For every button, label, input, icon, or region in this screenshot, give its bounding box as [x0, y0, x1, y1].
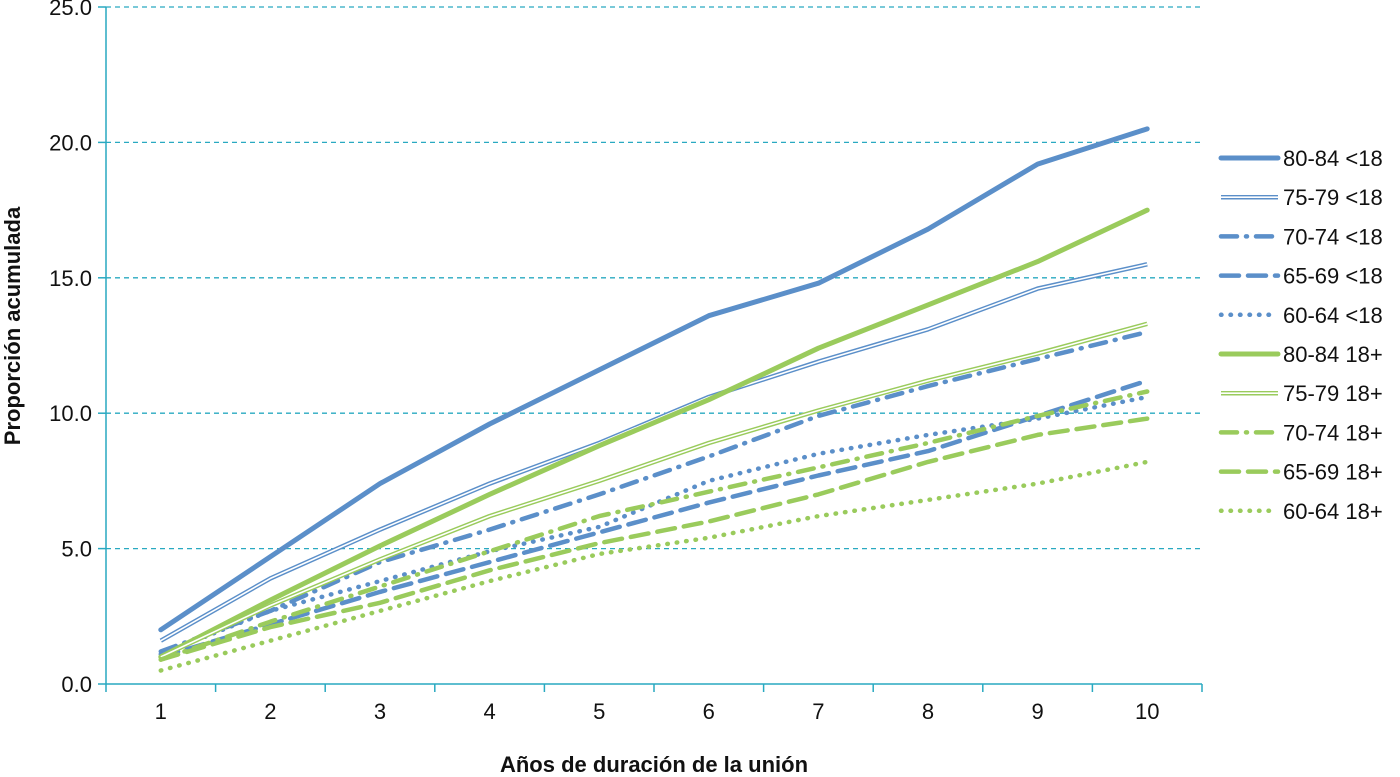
legend-item: 80-84 <18 [1218, 146, 1383, 171]
legend-item: 70-74 <18 [1218, 224, 1383, 249]
series-10 [158, 459, 1150, 673]
x-tick-label: 10 [1135, 699, 1159, 724]
x-tick-label: 4 [483, 699, 495, 724]
series-6 [158, 207, 1150, 660]
y-tick-label: 15.0 [49, 266, 92, 291]
legend-label: 60-64 18+ [1283, 499, 1383, 524]
legend-label: 65-69 18+ [1283, 460, 1383, 485]
series-line-7 [159, 321, 1148, 659]
legend-label: 60-64 <18 [1283, 303, 1383, 328]
series-line-1 [158, 126, 1150, 633]
legend-label: 80-84 18+ [1283, 342, 1383, 367]
legend-item: 60-64 18+ [1218, 499, 1383, 524]
tick-labels: 0.0 5.0 10.0 15.0 20.0 25.0 1 2 3 4 5 6 7 8 9 10 [49, 0, 1159, 724]
series-line-8 [158, 389, 1150, 662]
series-line-9 [158, 416, 1150, 662]
series-line-10 [158, 459, 1150, 673]
legend-item: 65-69 18+ [1218, 460, 1383, 485]
x-tick-label: 5 [593, 699, 605, 724]
legend-label: 65-69 <18 [1283, 264, 1383, 289]
legend-label: 70-74 <18 [1283, 224, 1383, 249]
series-line-2-inner [160, 263, 1148, 642]
x-tick-label: 1 [155, 699, 167, 724]
x-tick-label: 2 [264, 699, 276, 724]
series-3 [158, 329, 1150, 654]
series-line-3 [158, 329, 1150, 654]
legend-item: 75-79 18+ [1221, 381, 1383, 406]
series-8 [158, 389, 1150, 662]
series-4 [158, 378, 1150, 660]
series-1 [158, 126, 1150, 633]
legend-label: 75-79 <18 [1283, 185, 1383, 210]
x-tick-label: 7 [812, 699, 824, 724]
legend-item: 75-79 <18 [1221, 185, 1383, 210]
y-tick-label: 25.0 [49, 0, 92, 20]
x-tick-label: 8 [922, 699, 934, 724]
x-axis-title: Años de duración de la unión [500, 752, 808, 777]
series-line-5 [158, 394, 1150, 657]
legend-label: 80-84 <18 [1283, 146, 1383, 171]
legend: 80-84 <18 75-79 <18 70-74 <18 65-69 <18 60-6… [1218, 146, 1383, 524]
series-5 [158, 394, 1150, 657]
legend-item: 70-74 18+ [1218, 420, 1383, 445]
y-tick-label: 20.0 [49, 130, 92, 155]
series-9 [158, 416, 1150, 662]
legend-label: 70-74 18+ [1283, 420, 1383, 445]
series-lines [158, 126, 1150, 673]
grid-lines [106, 6, 1202, 550]
series-2 [159, 262, 1148, 643]
legend-item: 65-69 <18 [1218, 264, 1383, 289]
legend-label: 75-79 18+ [1283, 381, 1383, 406]
series-line-7-inner [160, 323, 1148, 658]
y-axis-title: Proporción acumulada [0, 206, 25, 445]
x-tick-label: 6 [703, 699, 715, 724]
series-line-4 [158, 378, 1150, 660]
series-line-6 [158, 207, 1150, 660]
y-tick-label: 10.0 [49, 401, 92, 426]
legend-item: 80-84 18+ [1218, 342, 1383, 367]
axes [98, 6, 1203, 692]
x-tick-label: 9 [1031, 699, 1043, 724]
legend-item: 60-64 <18 [1218, 303, 1383, 328]
series-line-2 [159, 262, 1148, 643]
y-tick-label: 5.0 [61, 537, 92, 562]
x-tick-label: 3 [374, 699, 386, 724]
y-tick-label: 0.0 [61, 672, 92, 697]
series-7 [159, 321, 1148, 659]
